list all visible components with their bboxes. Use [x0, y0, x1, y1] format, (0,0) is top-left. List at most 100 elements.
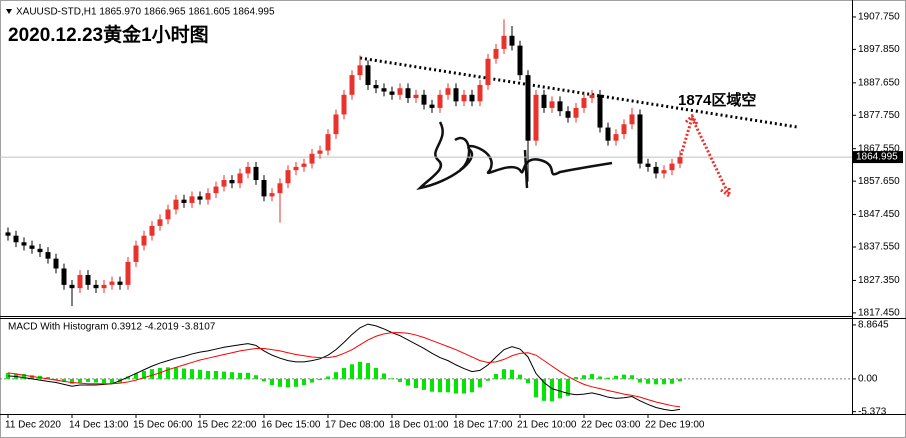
candle-body — [109, 281, 115, 285]
candle-body — [517, 45, 523, 76]
candle-body — [645, 163, 651, 167]
histogram-bar — [502, 369, 506, 379]
histogram-bar — [198, 369, 202, 379]
candle-body — [13, 235, 19, 243]
histogram-bar — [310, 378, 314, 383]
histogram-bar — [542, 378, 546, 401]
candle-body — [93, 284, 99, 289]
histogram-bar — [430, 378, 434, 392]
candle-body — [85, 275, 91, 285]
candle-body — [557, 101, 563, 112]
histogram-bar — [182, 368, 186, 379]
candle-body — [469, 94, 475, 102]
histogram-bar — [174, 367, 178, 379]
candle-body — [381, 88, 387, 92]
candle-body — [445, 88, 451, 95]
histogram-bar — [166, 367, 170, 379]
candle-body — [253, 166, 259, 180]
candle-body — [581, 98, 587, 108]
histogram-bar — [390, 378, 394, 379]
candle-body — [669, 163, 675, 171]
annotation: 1874区域空 — [678, 91, 756, 109]
candle-body — [477, 84, 483, 102]
histogram-bar — [574, 377, 578, 379]
candle-body — [141, 235, 147, 246]
candle-body — [357, 65, 363, 76]
histogram-bar — [342, 367, 346, 379]
histogram-bar — [454, 378, 458, 394]
y-tick-label: 1907.750 — [858, 12, 900, 23]
candle-body — [677, 157, 683, 164]
candle-body — [45, 252, 51, 259]
histogram-bar — [78, 378, 82, 383]
candle-body — [413, 94, 419, 99]
histogram-bar — [334, 372, 338, 379]
histogram-bar — [678, 378, 682, 382]
histogram-bar — [350, 364, 354, 379]
candle-body — [565, 111, 571, 118]
candle-body — [365, 65, 371, 85]
candle-body — [485, 58, 491, 85]
candle-body — [165, 209, 171, 220]
y-tick-label: 8.8645 — [858, 320, 889, 331]
histogram-bar — [86, 378, 90, 382]
candle-body — [493, 48, 499, 59]
candle-body — [333, 114, 339, 135]
histogram-bar — [438, 378, 442, 393]
candle-body — [189, 196, 195, 203]
candle-body — [205, 193, 211, 200]
histogram-bar — [6, 372, 10, 379]
candle-body — [261, 179, 267, 197]
histogram-bar — [590, 374, 594, 379]
candle-body — [277, 183, 283, 194]
histogram-bar — [190, 369, 194, 379]
candle-body — [285, 170, 291, 184]
histogram-bar — [318, 378, 322, 381]
candle-body — [397, 88, 403, 95]
candle-body — [197, 196, 203, 200]
histogram-bar — [262, 378, 266, 382]
candle-body — [173, 199, 179, 210]
candle-body — [589, 94, 595, 99]
histogram-bar — [254, 375, 258, 379]
x-tick-label: 22 Dec 19:00 — [645, 420, 705, 431]
histogram-bar — [214, 370, 218, 379]
candle-body — [29, 245, 35, 249]
current-price-label: 1864.995 — [856, 152, 898, 163]
y-tick-label: -5.373 — [858, 406, 887, 417]
candle-body — [21, 242, 27, 246]
candle-body — [317, 150, 323, 154]
y-tick-label: 1877.750 — [858, 110, 900, 121]
candle-body — [525, 75, 531, 141]
candle-body — [653, 166, 659, 174]
candle-body — [245, 166, 251, 174]
histogram-bar — [30, 375, 34, 379]
y-tick-label: 1897.850 — [858, 44, 900, 55]
candle-body — [125, 261, 131, 285]
x-tick-label: 18 Dec 01:00 — [389, 420, 449, 431]
candle-body — [613, 134, 619, 141]
candle-body — [61, 268, 67, 285]
candle-body — [77, 275, 83, 289]
x-tick-label: 22 Dec 03:00 — [581, 420, 641, 431]
histogram-bar — [150, 369, 154, 379]
histogram-bar — [46, 377, 50, 379]
candle-body — [509, 35, 515, 46]
histogram-bar — [534, 378, 538, 398]
candle-body — [101, 284, 107, 289]
x-tick-label: 21 Dec 10:00 — [517, 420, 577, 431]
histogram-bar — [278, 378, 282, 387]
histogram-bar — [398, 378, 402, 382]
candle-body — [637, 114, 643, 164]
histogram-bar — [302, 378, 306, 385]
histogram-bar — [374, 367, 378, 379]
histogram-bar — [478, 378, 482, 388]
macd-line — [7, 323, 681, 412]
candle-body — [373, 84, 379, 89]
candle-body — [117, 281, 123, 285]
candle-body — [5, 232, 11, 236]
candle-body — [533, 94, 539, 141]
x-tick-label: 16 Dec 15:00 — [261, 420, 321, 431]
histogram-bar — [670, 378, 674, 384]
histogram-bar — [422, 378, 426, 390]
